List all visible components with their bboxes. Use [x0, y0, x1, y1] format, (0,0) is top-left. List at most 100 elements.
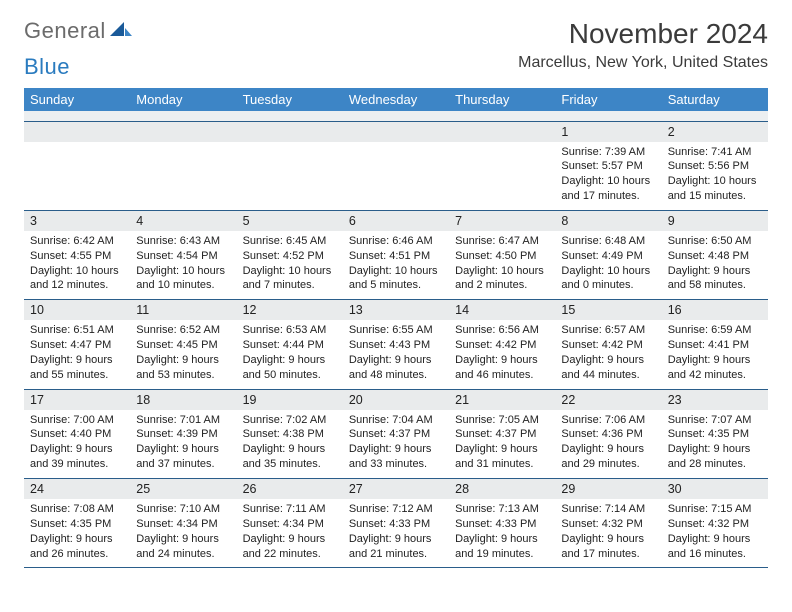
- info-line: Daylight: 9 hours: [349, 442, 443, 457]
- day-info: [449, 142, 555, 211]
- info-line: Sunset: 4:37 PM: [349, 427, 443, 442]
- info-line: Sunrise: 6:53 AM: [243, 323, 337, 338]
- info-line: Sunrise: 7:02 AM: [243, 413, 337, 428]
- info-line: Sunset: 4:35 PM: [30, 517, 124, 532]
- day-info-row: Sunrise: 6:42 AMSunset: 4:55 PMDaylight:…: [24, 231, 768, 300]
- day-number: [130, 121, 236, 142]
- day-number: 11: [130, 300, 236, 321]
- info-line: Daylight: 9 hours: [668, 264, 762, 279]
- info-line: Daylight: 9 hours: [561, 532, 655, 547]
- info-line: and 31 minutes.: [455, 457, 549, 472]
- info-line: Daylight: 9 hours: [455, 532, 549, 547]
- day-number: 6: [343, 210, 449, 231]
- info-line: Daylight: 9 hours: [349, 353, 443, 368]
- info-line: and 10 minutes.: [136, 278, 230, 293]
- info-line: Daylight: 10 hours: [561, 264, 655, 279]
- info-line: Daylight: 9 hours: [136, 442, 230, 457]
- info-line: Sunrise: 7:14 AM: [561, 502, 655, 517]
- day-number: 10: [24, 300, 130, 321]
- info-line: Sunset: 4:32 PM: [668, 517, 762, 532]
- day-info: Sunrise: 6:56 AMSunset: 4:42 PMDaylight:…: [449, 320, 555, 389]
- info-line: Daylight: 9 hours: [455, 442, 549, 457]
- day-number-row: 24252627282930: [24, 479, 768, 500]
- info-line: Sunset: 4:34 PM: [243, 517, 337, 532]
- info-line: Sunrise: 7:41 AM: [668, 145, 762, 160]
- day-number: [449, 121, 555, 142]
- day-number: 26: [237, 479, 343, 500]
- day-number: [24, 121, 130, 142]
- info-line: and 17 minutes.: [561, 189, 655, 204]
- info-line: Daylight: 10 hours: [668, 174, 762, 189]
- info-line: and 42 minutes.: [668, 368, 762, 383]
- info-line: and 17 minutes.: [561, 547, 655, 562]
- info-line: Daylight: 9 hours: [349, 532, 443, 547]
- info-line: Sunrise: 7:08 AM: [30, 502, 124, 517]
- info-line: Sunrise: 6:45 AM: [243, 234, 337, 249]
- day-number: 28: [449, 479, 555, 500]
- info-line: Sunset: 4:33 PM: [349, 517, 443, 532]
- day-info: Sunrise: 7:06 AMSunset: 4:36 PMDaylight:…: [555, 410, 661, 479]
- day-number: 9: [662, 210, 768, 231]
- day-number: 17: [24, 389, 130, 410]
- day-number: 16: [662, 300, 768, 321]
- day-number-row: 12: [24, 121, 768, 142]
- info-line: Sunrise: 6:57 AM: [561, 323, 655, 338]
- info-line: Sunset: 4:39 PM: [136, 427, 230, 442]
- info-line: Daylight: 9 hours: [30, 532, 124, 547]
- info-line: and 39 minutes.: [30, 457, 124, 472]
- logo-word1: General: [24, 18, 106, 44]
- info-line: Daylight: 9 hours: [668, 442, 762, 457]
- info-line: and 19 minutes.: [455, 547, 549, 562]
- day-number: 7: [449, 210, 555, 231]
- info-line: Sunset: 4:33 PM: [455, 517, 549, 532]
- info-line: Sunrise: 7:11 AM: [243, 502, 337, 517]
- info-line: Sunset: 4:42 PM: [455, 338, 549, 353]
- day-header: Friday: [555, 88, 661, 111]
- day-header: Monday: [130, 88, 236, 111]
- info-line: Sunrise: 6:46 AM: [349, 234, 443, 249]
- day-number: 30: [662, 479, 768, 500]
- info-line: and 24 minutes.: [136, 547, 230, 562]
- info-line: Sunrise: 7:00 AM: [30, 413, 124, 428]
- day-info: Sunrise: 6:53 AMSunset: 4:44 PMDaylight:…: [237, 320, 343, 389]
- info-line: and 22 minutes.: [243, 547, 337, 562]
- info-line: Sunrise: 6:56 AM: [455, 323, 549, 338]
- info-line: Daylight: 9 hours: [668, 532, 762, 547]
- info-line: Sunset: 4:42 PM: [561, 338, 655, 353]
- day-number: [237, 121, 343, 142]
- info-line: and 26 minutes.: [30, 547, 124, 562]
- day-header: Thursday: [449, 88, 555, 111]
- day-number: 25: [130, 479, 236, 500]
- day-info: [237, 142, 343, 211]
- day-header: Tuesday: [237, 88, 343, 111]
- day-info: Sunrise: 7:10 AMSunset: 4:34 PMDaylight:…: [130, 499, 236, 568]
- day-info: Sunrise: 6:59 AMSunset: 4:41 PMDaylight:…: [662, 320, 768, 389]
- info-line: and 55 minutes.: [30, 368, 124, 383]
- day-info: Sunrise: 6:48 AMSunset: 4:49 PMDaylight:…: [555, 231, 661, 300]
- info-line: Daylight: 9 hours: [561, 353, 655, 368]
- day-number: 23: [662, 389, 768, 410]
- info-line: and 50 minutes.: [243, 368, 337, 383]
- info-line: Sunset: 4:47 PM: [30, 338, 124, 353]
- day-number: 18: [130, 389, 236, 410]
- info-line: Sunrise: 7:06 AM: [561, 413, 655, 428]
- location: Marcellus, New York, United States: [518, 54, 768, 72]
- day-number: 29: [555, 479, 661, 500]
- day-header: Saturday: [662, 88, 768, 111]
- info-line: Sunrise: 6:52 AM: [136, 323, 230, 338]
- day-header: Wednesday: [343, 88, 449, 111]
- info-line: Sunrise: 7:12 AM: [349, 502, 443, 517]
- info-line: and 44 minutes.: [561, 368, 655, 383]
- info-line: Sunrise: 7:13 AM: [455, 502, 549, 517]
- info-line: and 15 minutes.: [668, 189, 762, 204]
- day-number: [343, 121, 449, 142]
- info-line: Sunset: 4:45 PM: [136, 338, 230, 353]
- day-info: Sunrise: 6:45 AMSunset: 4:52 PMDaylight:…: [237, 231, 343, 300]
- day-number: 22: [555, 389, 661, 410]
- info-line: Daylight: 9 hours: [136, 353, 230, 368]
- logo-sail-icon: [110, 22, 132, 40]
- day-number: 5: [237, 210, 343, 231]
- info-line: and 48 minutes.: [349, 368, 443, 383]
- info-line: Sunset: 4:36 PM: [561, 427, 655, 442]
- info-line: Daylight: 10 hours: [243, 264, 337, 279]
